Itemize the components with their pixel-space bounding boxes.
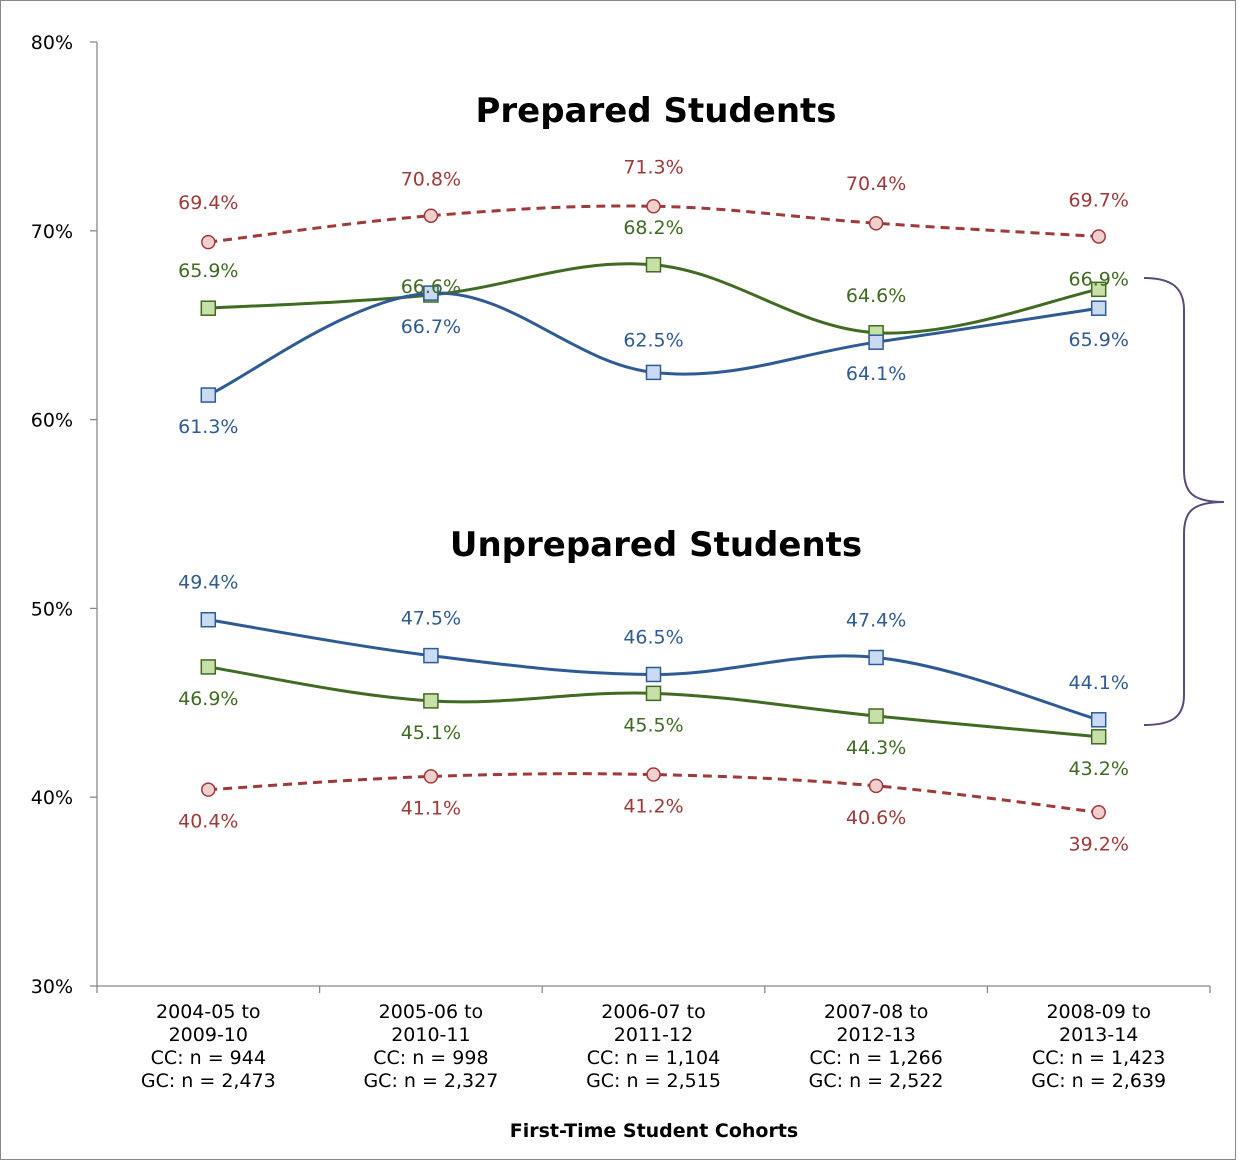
data-label: 46.5% — [623, 626, 683, 648]
data-label: 43.2% — [1069, 758, 1129, 780]
data-point — [1090, 729, 1107, 745]
data-label: 70.4% — [846, 173, 906, 195]
data-point — [200, 300, 217, 316]
data-label: 70.8% — [401, 169, 461, 191]
x-tick-label: 2006-07 to 2011-12 CC: n = 1,104 GC: n = 2,… — [586, 1001, 721, 1092]
data-point — [646, 199, 661, 214]
data-label: 69.4% — [178, 192, 238, 214]
y-tick-label: 30% — [31, 976, 73, 998]
data-label: 68.2% — [623, 217, 683, 239]
data-label: 47.5% — [401, 608, 461, 630]
brace-bracket — [1143, 277, 1225, 726]
data-label: 66.9% — [1069, 268, 1129, 290]
x-tick-label: 2007-08 to 2012-13 CC: n = 1,266 GC: n = 2,… — [809, 1001, 944, 1092]
data-label: 69.7% — [1069, 189, 1129, 211]
data-label: 49.4% — [178, 572, 238, 594]
data-label: 66.7% — [401, 316, 461, 338]
data-label: 46.9% — [178, 688, 238, 710]
data-point — [646, 767, 661, 782]
x-axis-title: First-Time Student Cohorts — [510, 1120, 798, 1142]
y-tick-label: 50% — [31, 598, 73, 620]
series-line — [208, 262, 1099, 335]
data-label: 71.3% — [623, 156, 683, 178]
series-markers — [200, 199, 1107, 820]
x-tick-label: 2008-09 to 2013-14 CC: n = 1,423 GC: n = 2,… — [1031, 1001, 1166, 1092]
data-point — [423, 208, 439, 223]
data-point — [200, 659, 217, 675]
data-point — [423, 285, 439, 301]
data-point — [423, 769, 439, 784]
data-labels: 69.4% 70.8% 71.3% 70.4% 69.7% 65.9% 66.6% 68.2%… — [178, 156, 1129, 855]
data-label: 40.4% — [178, 811, 238, 833]
data-point — [201, 782, 216, 797]
data-label: 41.2% — [623, 796, 683, 818]
data-point — [200, 387, 217, 403]
data-point — [868, 649, 884, 666]
data-point — [645, 685, 662, 702]
annotations: Prepared Students Unprepared Students — [450, 91, 862, 565]
data-label: 41.1% — [401, 797, 461, 819]
data-point — [868, 778, 884, 794]
data-label: 40.6% — [846, 807, 906, 829]
data-label: 64.6% — [846, 285, 906, 307]
y-tick-label: 60% — [31, 410, 73, 432]
x-tick-label: 2005-06 to 2010-11 CC: n = 998 GC: n = 2,32… — [363, 1001, 498, 1092]
data-label: 45.5% — [623, 714, 683, 736]
data-point — [200, 611, 217, 628]
y-tick-label: 80% — [31, 32, 73, 54]
data-point — [1091, 229, 1106, 244]
data-point — [1090, 300, 1107, 316]
annotation-unprepared: Unprepared Students — [450, 525, 862, 565]
data-point — [1090, 281, 1107, 298]
data-label: 45.1% — [401, 722, 461, 744]
data-label: 65.9% — [178, 260, 238, 282]
axes: 30% 40% 50% 60% 70% 80% 2004-05 to 2009-10 CC: n… — [31, 32, 1211, 1092]
data-label: 39.2% — [1069, 833, 1129, 855]
data-label: 62.5% — [623, 329, 683, 351]
data-label: 47.4% — [846, 609, 906, 631]
data-point — [645, 364, 662, 381]
data-point — [868, 215, 884, 231]
data-label: 65.9% — [1069, 329, 1129, 351]
data-point — [1091, 805, 1106, 820]
data-label: 61.3% — [178, 416, 238, 438]
data-label: 64.1% — [846, 363, 906, 385]
y-tick-label: 40% — [31, 787, 73, 809]
annotation-prepared: Prepared Students — [475, 91, 836, 131]
data-label: 44.3% — [846, 737, 906, 759]
data-point — [868, 334, 884, 350]
data-point — [868, 708, 884, 724]
x-tick-label: 2004-05 to 2009-10 CC: n = 944 GC: n = 2,47… — [141, 1001, 276, 1092]
data-point — [201, 234, 216, 250]
data-label: 44.1% — [1069, 672, 1129, 694]
y-tick-label: 70% — [31, 221, 73, 243]
data-point — [1090, 712, 1107, 728]
data-label: 66.6% — [401, 276, 461, 298]
data-point — [645, 257, 662, 273]
data-point — [645, 666, 662, 683]
data-point — [423, 693, 439, 709]
data-point — [423, 647, 439, 664]
